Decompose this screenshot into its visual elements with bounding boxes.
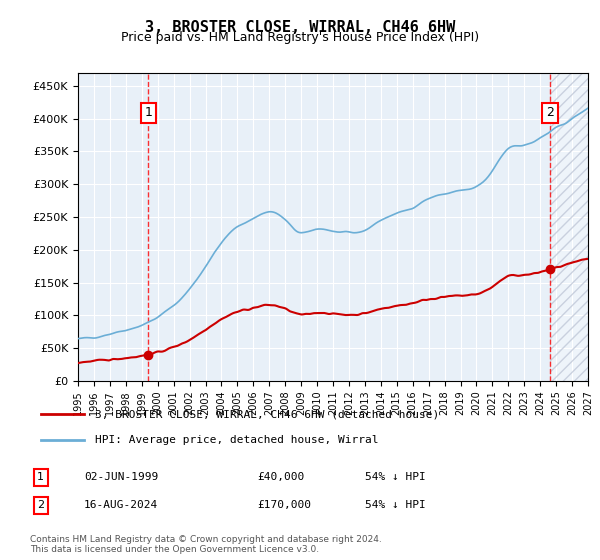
Text: 16-AUG-2024: 16-AUG-2024 <box>84 501 158 510</box>
Text: 54% ↓ HPI: 54% ↓ HPI <box>365 473 425 482</box>
Text: HPI: Average price, detached house, Wirral: HPI: Average price, detached house, Wirr… <box>95 435 379 445</box>
Text: £40,000: £40,000 <box>257 473 304 482</box>
Text: Contains HM Land Registry data © Crown copyright and database right 2024.
This d: Contains HM Land Registry data © Crown c… <box>30 535 382 554</box>
Text: 1: 1 <box>37 473 44 482</box>
Text: £170,000: £170,000 <box>257 501 311 510</box>
Text: 02-JUN-1999: 02-JUN-1999 <box>84 473 158 482</box>
Text: 1: 1 <box>145 106 152 119</box>
Text: 3, BROSTER CLOSE, WIRRAL, CH46 6HW: 3, BROSTER CLOSE, WIRRAL, CH46 6HW <box>145 20 455 35</box>
Text: 3, BROSTER CLOSE, WIRRAL, CH46 6HW (detached house): 3, BROSTER CLOSE, WIRRAL, CH46 6HW (deta… <box>95 409 439 419</box>
Text: Price paid vs. HM Land Registry's House Price Index (HPI): Price paid vs. HM Land Registry's House … <box>121 31 479 44</box>
Text: 54% ↓ HPI: 54% ↓ HPI <box>365 501 425 510</box>
Text: 2: 2 <box>546 106 554 119</box>
Text: 2: 2 <box>37 501 44 510</box>
